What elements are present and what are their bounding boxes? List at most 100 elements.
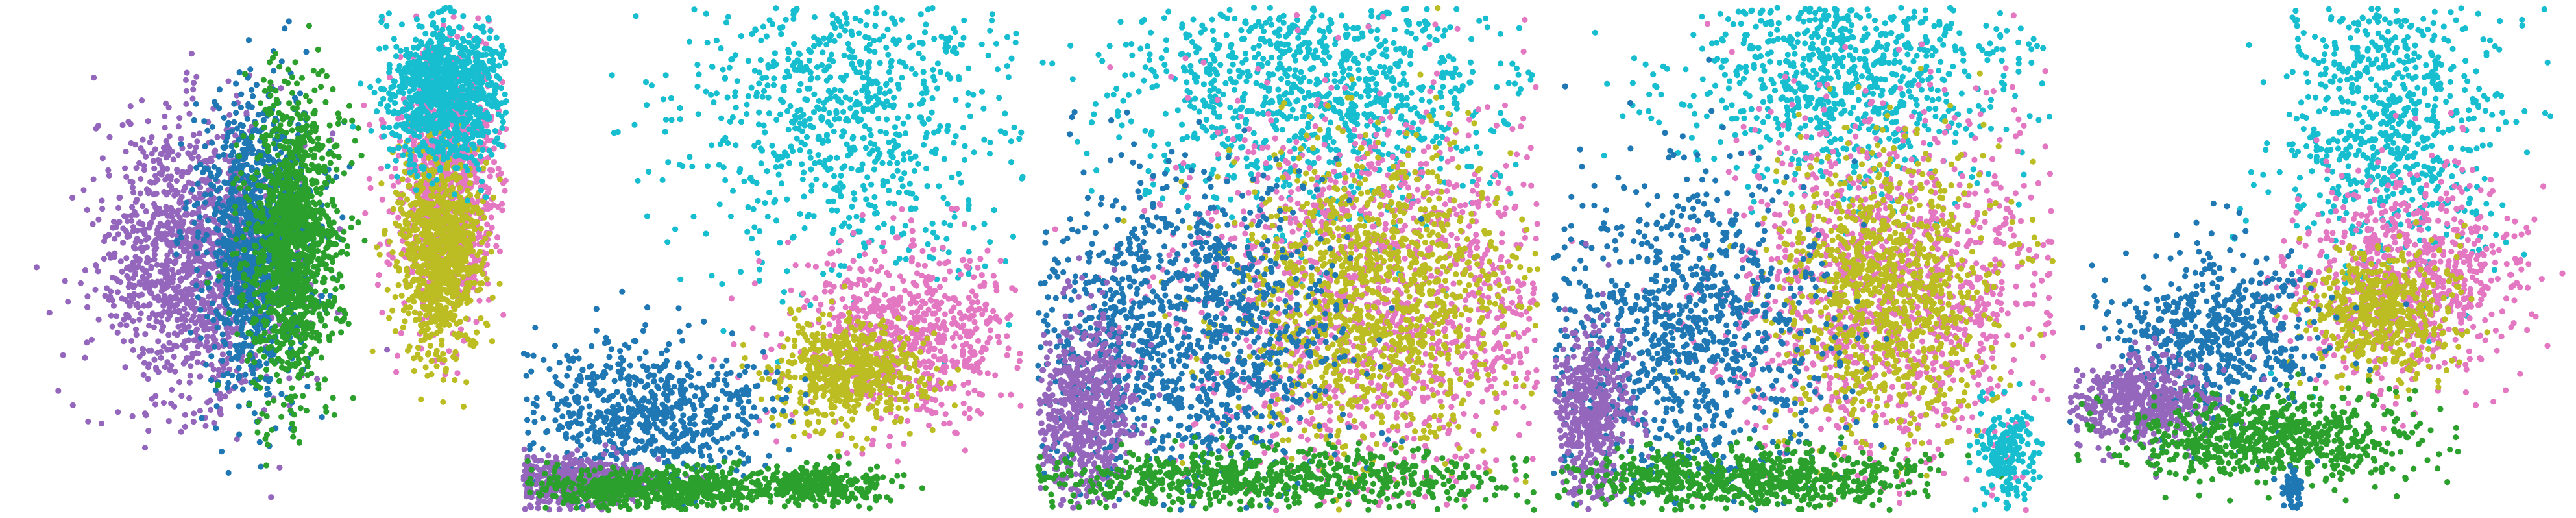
scatter-point (221, 320, 228, 327)
scatter-point (138, 175, 144, 182)
scatter-point (195, 233, 201, 240)
scatter-point (99, 205, 106, 212)
scatter-point (310, 68, 317, 74)
scatter-point (502, 177, 509, 184)
scatter-point (55, 388, 62, 394)
scatter-point (183, 101, 189, 107)
scatter-point (307, 129, 313, 136)
scatter-point (320, 255, 326, 262)
scatter-point (297, 405, 304, 412)
scatter-point (306, 167, 313, 174)
scatter-point (179, 222, 186, 228)
scatter-point (173, 258, 179, 264)
scatter-point (256, 439, 263, 445)
scatter-point (184, 69, 190, 76)
scatter-point (350, 395, 356, 401)
scatter-point (323, 245, 330, 251)
scatter-point (166, 339, 173, 346)
scatter-point (332, 286, 339, 293)
scatter-point (355, 125, 361, 132)
scatter-point (98, 420, 105, 427)
scatter-point (114, 329, 121, 336)
scatter-point (141, 245, 147, 251)
scatter-point (141, 167, 147, 173)
scatter-point (379, 196, 385, 203)
scatter-point (226, 202, 233, 208)
scatter-point (259, 410, 265, 417)
scatter-point (217, 185, 223, 191)
scatter-point (134, 236, 140, 242)
scatter-point (99, 155, 106, 162)
scatter-point (231, 101, 237, 107)
scatter-point (326, 334, 332, 340)
scatter-point (229, 195, 236, 202)
scatter-point (303, 49, 310, 55)
scatter-point (310, 273, 316, 280)
scatter-point (308, 147, 315, 153)
scatter-point (330, 203, 337, 209)
scatter-point (313, 225, 320, 231)
scatter-point (303, 408, 310, 414)
scatter-point (330, 395, 336, 401)
scatter-point (238, 326, 245, 333)
scatter-point (263, 462, 270, 469)
scatter-point (348, 160, 355, 166)
scatter-point (173, 288, 179, 294)
scatter-point (274, 133, 281, 140)
scatter-point (322, 376, 328, 383)
scatter-point (190, 132, 197, 138)
scatter-point (395, 214, 402, 221)
scatter-point (111, 254, 118, 260)
scatter-point (225, 121, 231, 128)
scatter-point (232, 384, 239, 391)
scatter-point (176, 199, 183, 206)
scatter-point (220, 372, 226, 378)
scatter-point (187, 373, 193, 379)
scatter-point (162, 296, 168, 302)
scatter-point (276, 267, 283, 275)
scatter-point (475, 15, 481, 21)
scatter-point (82, 267, 88, 274)
scatter-point (207, 170, 214, 177)
scatter-point (228, 128, 235, 134)
scatter-point (398, 292, 405, 299)
scatter-point (115, 204, 122, 211)
scatter-point (253, 382, 260, 389)
scatter-point (208, 406, 214, 413)
scatter-point (129, 204, 136, 210)
scatter-point (240, 240, 247, 247)
scatter-point (134, 197, 140, 203)
scatter-point (263, 391, 270, 398)
scatter-point (291, 278, 297, 284)
scatter-point (216, 247, 223, 254)
scatter-point (237, 265, 243, 271)
scatter-point (164, 280, 170, 287)
scatter-point (274, 152, 281, 158)
scatter-point (267, 85, 273, 92)
scatter-point (164, 142, 171, 149)
scatter-point (182, 297, 188, 303)
scatter-point (463, 285, 470, 291)
scatter-point (186, 395, 193, 401)
scatter-point (478, 315, 484, 321)
scatter-point (175, 207, 182, 214)
scatter-point (115, 409, 121, 415)
scatter-point (454, 370, 461, 376)
scatter-point (123, 255, 130, 262)
scatter-point (132, 326, 140, 332)
scatter-point (304, 114, 311, 121)
scatter-point (352, 138, 358, 144)
scatter-point (199, 287, 205, 293)
scatter-point (264, 441, 271, 448)
scatter-point (308, 295, 315, 301)
scatter-point (305, 193, 311, 199)
scatter-point (278, 219, 286, 225)
scatter-point (260, 117, 267, 123)
scatter-point (295, 149, 302, 156)
scatter-point (120, 240, 127, 246)
scatter-point (276, 64, 283, 70)
scatter-point (123, 173, 130, 180)
scatter-point (210, 334, 217, 341)
scatter-point (281, 322, 287, 328)
scatter-point (239, 386, 246, 393)
